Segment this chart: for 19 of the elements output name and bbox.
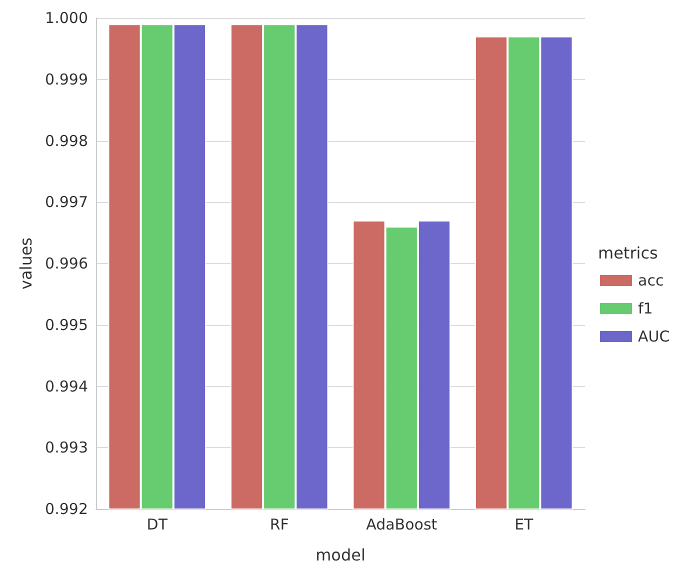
legend-label: acc [638, 272, 664, 290]
y-tick-label: 0.996 [45, 254, 88, 272]
x-axis-title: model [316, 546, 366, 564]
y-tick-label: 0.995 [45, 316, 88, 334]
x-tick-label: DT [146, 516, 168, 534]
legend-label: f1 [638, 300, 653, 318]
legend-title: metrics [598, 244, 658, 262]
y-tick-label: 0.993 [45, 438, 88, 457]
y-axis-title: values [16, 237, 36, 290]
y-tick-label: 0.999 [45, 70, 88, 88]
y-tick-label: 0.997 [45, 193, 88, 212]
y-tick-label: 1.000 [45, 9, 88, 27]
y-tick-label: 0.998 [45, 132, 88, 150]
legend-label: AUC [638, 328, 670, 346]
x-tick-label: ET [514, 516, 534, 534]
y-tick-label: 0.992 [45, 500, 88, 518]
x-tick-label: RF [270, 516, 289, 534]
y-tick-label: 0.994 [45, 377, 88, 396]
x-tick-label: AdaBoost [366, 516, 438, 534]
